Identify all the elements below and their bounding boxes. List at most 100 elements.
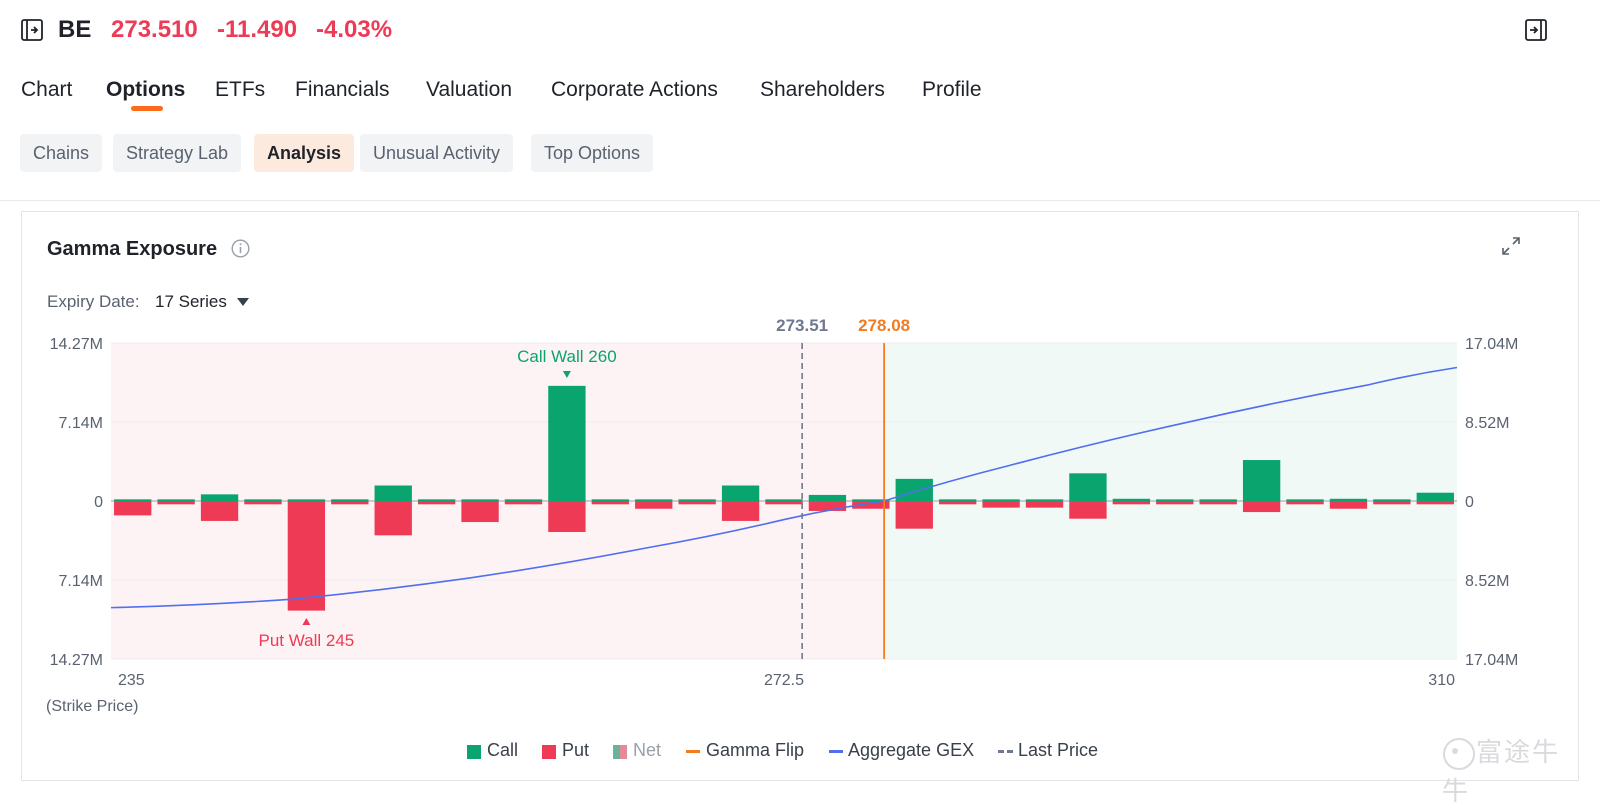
put-bar xyxy=(895,501,933,529)
gamma-exposure-chart: 14.27M 17.04M 7.14M 8.52M 0 0 7.14M 8.52M 14.27M… xyxy=(46,316,1518,715)
call-bar xyxy=(1199,499,1237,501)
y-left-tick-label: 14.27M xyxy=(50,652,103,669)
call-bar xyxy=(1286,499,1324,501)
y-left-tick-label: 14.27M xyxy=(50,336,103,353)
info-icon[interactable] xyxy=(231,239,250,263)
expiry-date-dropdown[interactable]: 17 Series xyxy=(155,292,250,312)
put-bar xyxy=(1329,501,1368,509)
put-bar xyxy=(114,501,152,516)
tab-etfs[interactable]: ETFs xyxy=(215,78,266,101)
legend-put[interactable]: Put xyxy=(562,740,590,760)
put-bar xyxy=(1199,501,1237,505)
ticker-symbol: BE xyxy=(58,16,92,43)
put-bar xyxy=(1069,501,1107,519)
legend-call[interactable]: Call xyxy=(487,740,519,760)
y-right-tick-label: 17.04M xyxy=(1465,652,1518,669)
legend-last-price-swatch xyxy=(998,750,1013,753)
y-left-tick-label: 7.14M xyxy=(59,415,103,432)
y-right-tick-label: 0 xyxy=(1465,494,1474,511)
call-bar xyxy=(114,499,152,501)
call-bar xyxy=(1373,499,1411,501)
put-bar xyxy=(417,501,456,505)
put-bar xyxy=(244,501,282,505)
put-bar xyxy=(331,501,369,505)
put-bar xyxy=(548,501,586,533)
call-bar xyxy=(765,499,803,501)
put-bar xyxy=(1286,501,1324,505)
put-bar xyxy=(591,501,629,505)
call-bar xyxy=(635,499,673,501)
put-bar xyxy=(721,501,760,521)
tab-valuation[interactable]: Valuation xyxy=(426,78,513,101)
legend-net[interactable]: Net xyxy=(633,740,662,760)
call-bar xyxy=(895,478,933,501)
call-bar xyxy=(721,485,760,501)
y-right-tick-label: 17.04M xyxy=(1465,336,1518,353)
y-right-tick-label: 8.52M xyxy=(1465,573,1509,590)
section-divider xyxy=(0,200,1600,201)
main-tabs: Chart Options ETFs Financials Valuation … xyxy=(0,70,1100,116)
watermark-logo: 富途牛牛 xyxy=(1442,732,1578,808)
subtab-unusual-activity[interactable]: Unusual Activity xyxy=(360,134,514,172)
put-bar xyxy=(1156,501,1194,505)
y-left-tick-label: 7.14M xyxy=(59,573,103,590)
put-bar xyxy=(808,501,847,511)
tab-options[interactable]: Options xyxy=(106,78,186,101)
put-bar xyxy=(939,501,977,505)
call-bar xyxy=(504,499,543,501)
tab-chart[interactable]: Chart xyxy=(21,78,73,101)
call-bar xyxy=(1025,499,1064,501)
legend-put-swatch xyxy=(542,745,556,759)
put-bar xyxy=(374,501,412,536)
put-bar xyxy=(635,501,673,509)
put-bar xyxy=(852,501,890,509)
subtab-strategy-lab[interactable]: Strategy Lab xyxy=(113,134,242,172)
call-bar xyxy=(331,499,369,501)
put-bar xyxy=(504,501,543,505)
call-wall-label: Call Wall 260 xyxy=(517,347,617,366)
legend-aggregate-gex-swatch xyxy=(829,750,843,753)
put-bar xyxy=(287,501,326,611)
subtab-chains[interactable]: Chains xyxy=(20,134,103,172)
call-bar xyxy=(852,499,890,501)
options-subtabs: Chains Strategy Lab Analysis Unusual Act… xyxy=(0,134,700,174)
quote-header: BE 273.510 -11.490 -4.03% xyxy=(0,0,1600,60)
legend-gamma-flip[interactable]: Gamma Flip xyxy=(706,740,805,760)
call-bar xyxy=(417,499,456,501)
call-bar xyxy=(1069,473,1107,501)
tab-financials[interactable]: Financials xyxy=(295,78,390,101)
call-wall-marker xyxy=(562,371,571,378)
put-bar xyxy=(200,501,239,521)
call-bar xyxy=(287,499,326,501)
card-title: Gamma Exposure xyxy=(47,238,218,260)
tab-profile[interactable]: Profile xyxy=(922,78,982,101)
call-bar xyxy=(982,499,1020,501)
active-tab-indicator xyxy=(131,106,163,111)
expiry-date-label: Expiry Date: xyxy=(47,292,140,311)
tab-shareholders[interactable]: Shareholders xyxy=(760,78,885,101)
collapse-sidebar-icon[interactable] xyxy=(21,19,43,41)
put-bar xyxy=(765,501,803,505)
legend-call-swatch xyxy=(467,745,481,759)
put-bar xyxy=(157,501,195,505)
call-bar xyxy=(244,499,282,501)
legend-aggregate-gex[interactable]: Aggregate GEX xyxy=(848,740,975,760)
subtab-analysis[interactable]: Analysis xyxy=(254,134,355,172)
call-bar xyxy=(157,499,195,501)
y-left-tick-label: 0 xyxy=(94,494,103,511)
fullscreen-icon[interactable] xyxy=(1501,236,1521,261)
y-right-tick-label: 8.52M xyxy=(1465,415,1509,432)
expand-panel-icon[interactable] xyxy=(1525,19,1547,41)
subtab-top-options[interactable]: Top Options xyxy=(531,134,654,172)
call-bar xyxy=(591,499,629,501)
put-bar xyxy=(678,501,716,505)
call-bar xyxy=(1156,499,1194,501)
put-bar xyxy=(982,501,1020,508)
put-bar xyxy=(1242,501,1281,513)
legend-last-price[interactable]: Last Price xyxy=(1018,740,1099,760)
x-tick-label: 235 xyxy=(118,672,145,689)
put-bar xyxy=(1373,501,1411,505)
tab-corporate-actions[interactable]: Corporate Actions xyxy=(551,78,718,101)
expiry-date-value: 17 Series xyxy=(155,292,227,311)
x-tick-label: 310 xyxy=(1428,672,1455,689)
